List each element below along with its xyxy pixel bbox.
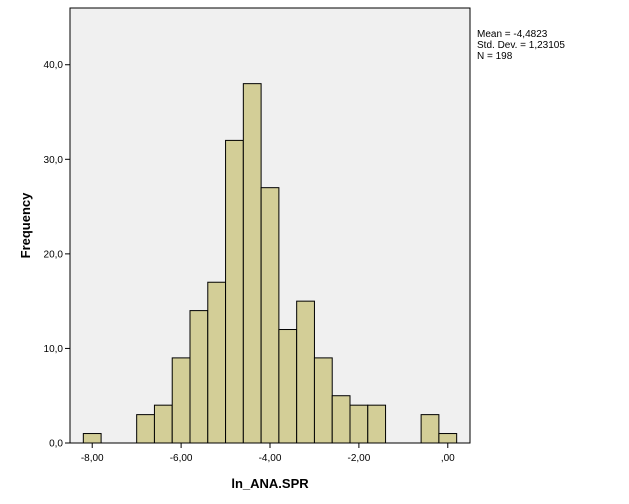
histogram-bar [153,404,173,444]
histogram-bar [260,187,280,444]
y-tick-label: 10,0 [44,344,64,355]
stats-box: Mean = -4,4823 Std. Dev. = 1,23105 N = 1… [477,29,565,62]
histogram-bar [207,281,227,444]
x-tick-label: -2,00 [347,453,370,464]
x-tick-label: ,00 [441,453,455,464]
histogram-bar [136,414,155,444]
x-axis: -8,00 -6,00 -4,00 -2,00 ,00 [81,443,455,464]
histogram-bar [420,414,440,444]
stat-n: N = 198 [477,51,513,62]
histogram-bar [438,433,458,444]
histogram-bar [349,404,369,444]
histogram-bar [296,300,315,444]
y-tick-label: 20,0 [44,249,64,260]
histogram-bar [82,433,102,444]
y-tick-label: 30,0 [44,155,64,166]
y-axis-title: Frequency [18,192,33,259]
y-tick-label: 40,0 [44,60,64,71]
histogram-bar [331,395,351,444]
histogram-bar [278,329,298,444]
x-axis-title: ln_ANA.SPR [231,476,309,491]
histogram-bar [242,83,262,444]
histogram-bar [171,357,191,444]
x-tick-label: -8,00 [81,453,104,464]
histogram-bar [367,404,387,444]
histogram-bar [225,139,244,444]
x-tick-label: -6,00 [170,453,193,464]
stat-mean: Mean = -4,4823 [477,29,548,40]
stat-std-dev: Std. Dev. = 1,23105 [477,40,565,51]
bars-group [82,83,458,444]
x-tick-label: -4,00 [259,453,282,464]
histogram-bar [189,310,209,444]
y-tick-label: 0,0 [49,439,63,450]
y-axis: 0,0 10,0 20,0 30,0 40,0 [44,60,70,450]
histogram-bar [313,357,333,444]
